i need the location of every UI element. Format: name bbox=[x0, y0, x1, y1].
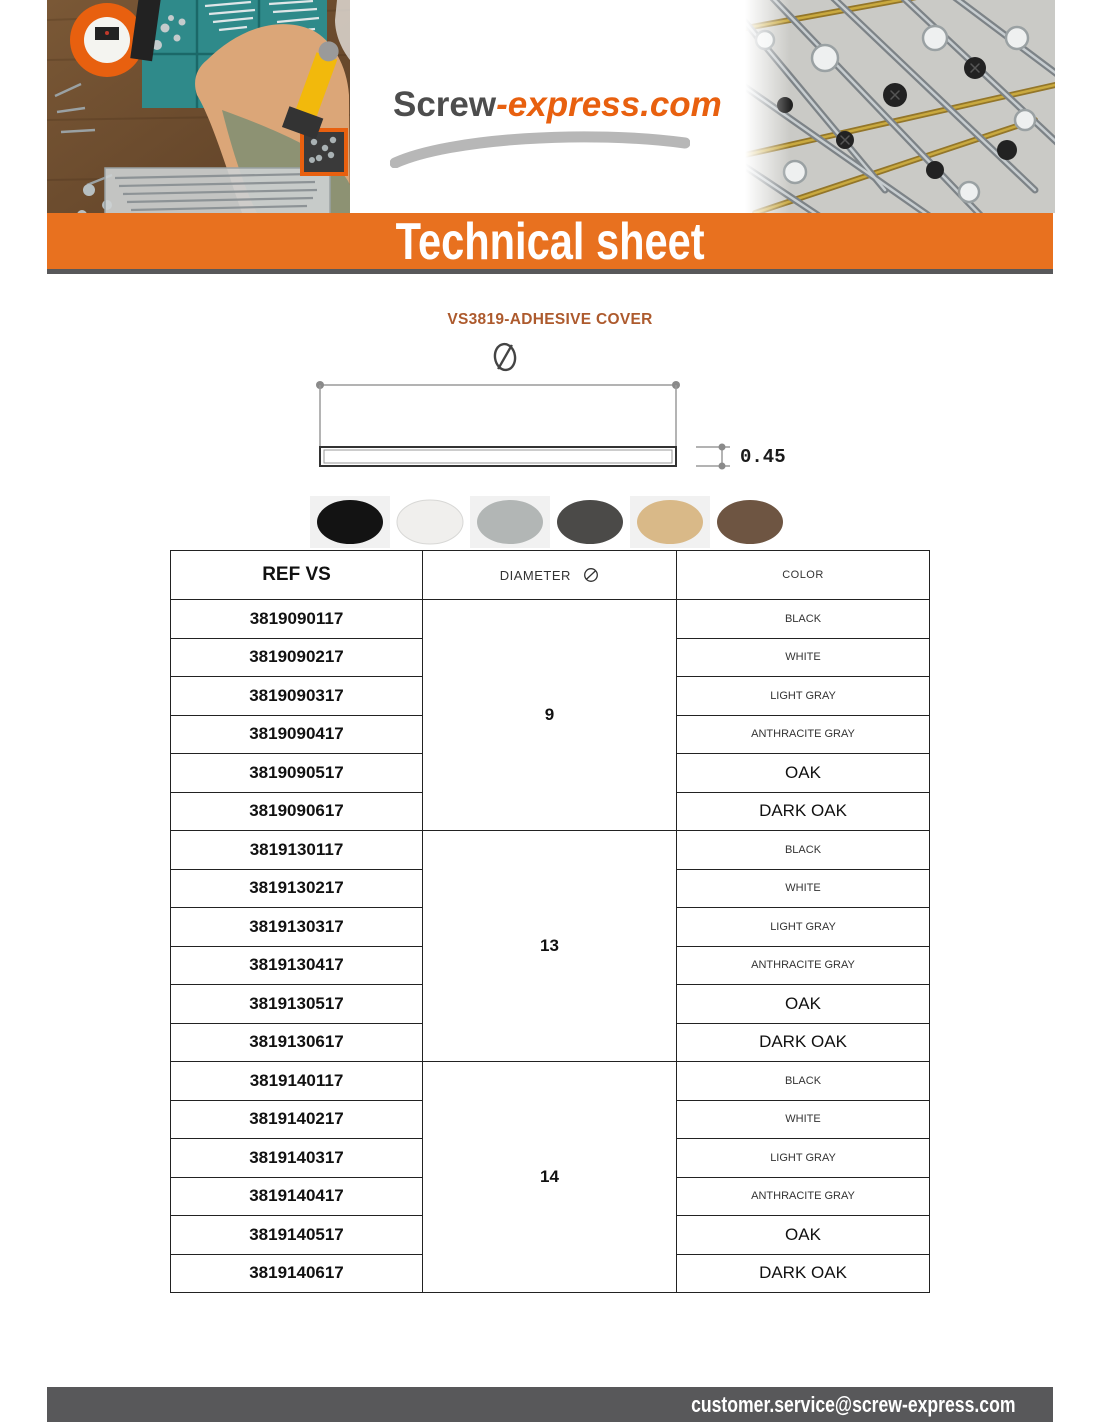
svg-text:0.45: 0.45 bbox=[740, 446, 786, 468]
